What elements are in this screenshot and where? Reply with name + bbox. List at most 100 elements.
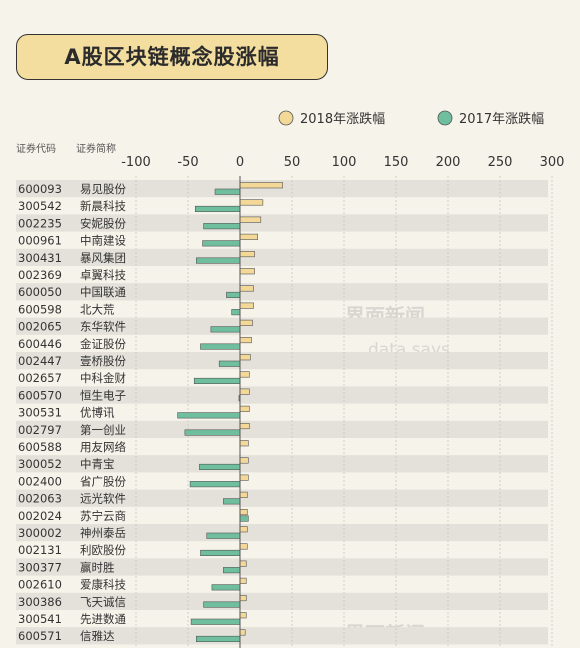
bar-2018 <box>239 491 248 498</box>
bar-2017 <box>239 515 249 522</box>
stock-code: 002235 <box>18 216 62 230</box>
bar-2018 <box>239 371 250 378</box>
x-tick-label: 50 <box>284 155 301 170</box>
bar-2017 <box>189 481 241 488</box>
row-band <box>16 524 548 542</box>
bar-2018 <box>239 594 247 602</box>
stock-code: 002447 <box>18 354 62 368</box>
stock-code: 002797 <box>18 423 62 437</box>
stock-name: 中青宝 <box>80 457 115 471</box>
bar-2018 <box>239 440 249 447</box>
row-band <box>16 489 548 507</box>
stock-name: 远光软件 <box>80 492 126 506</box>
bar-2018 <box>239 388 250 395</box>
bar-2018 <box>239 302 254 309</box>
header-name-label: 证券简称 <box>76 142 116 155</box>
x-tick-label: 100 <box>332 155 357 170</box>
stock-name: 利欧股份 <box>80 543 126 557</box>
stock-name: 用友网络 <box>80 440 126 454</box>
row-band <box>16 180 548 198</box>
stock-name: 中国联通 <box>80 285 126 299</box>
bar-2018 <box>239 336 252 344</box>
bar-2018 <box>239 508 248 516</box>
row-band <box>16 317 548 335</box>
bar-2017 <box>226 291 241 299</box>
stock-name: 信雅达 <box>80 629 115 643</box>
stock-code: 300002 <box>18 526 62 540</box>
row-band <box>16 214 548 232</box>
bar-2018 <box>239 474 249 481</box>
bar-2017 <box>203 223 241 230</box>
bar-2017 <box>210 326 241 333</box>
stock-name: 安妮股份 <box>80 216 126 230</box>
stock-name: 神州泰岳 <box>80 526 126 540</box>
bar-2017 <box>202 240 241 247</box>
stock-code: 600050 <box>18 285 62 299</box>
stock-name: 飞天诚信 <box>80 595 126 609</box>
bar-2017 <box>214 188 241 195</box>
stock-name: 中南建设 <box>80 234 126 248</box>
bar-2017 <box>231 309 241 316</box>
x-tick-label: 200 <box>436 155 461 170</box>
bar-2017 <box>206 532 241 539</box>
stock-code: 300052 <box>18 457 62 471</box>
stock-code: 600598 <box>18 302 62 316</box>
bar-2018 <box>239 199 264 206</box>
title-box: A股区块链概念股涨幅 <box>16 34 328 80</box>
bar-2018 <box>239 182 283 189</box>
row-band <box>16 455 548 473</box>
stock-name: 易见股份 <box>80 182 126 196</box>
stock-code: 600571 <box>18 629 62 643</box>
stock-name: 恒生电子 <box>80 388 126 402</box>
stock-code: 600093 <box>18 182 62 196</box>
row-band <box>16 420 548 438</box>
bar-2017 <box>177 412 241 419</box>
bar-2017 <box>193 377 241 385</box>
stock-name: 北大荒 <box>80 302 115 316</box>
stock-code: 002065 <box>18 320 62 334</box>
stock-name: 先进数通 <box>80 612 126 626</box>
stock-code: 002610 <box>18 578 62 592</box>
x-tick-label: 250 <box>488 155 513 170</box>
row-band <box>16 558 548 576</box>
bar-2017 <box>196 257 241 264</box>
bar-2017 <box>196 635 241 643</box>
bar-2018 <box>239 285 254 292</box>
bar-2017 <box>211 584 241 591</box>
stock-code: 300377 <box>18 560 62 574</box>
bar-2018 <box>239 629 246 636</box>
bar-2018 <box>239 251 255 258</box>
stock-code: 600446 <box>18 337 62 351</box>
bar-2018 <box>239 216 262 223</box>
legend-label-2017: 2017年涨跌幅 <box>459 111 544 127</box>
stock-code: 002063 <box>18 492 62 506</box>
stock-name: 赢时胜 <box>80 560 115 574</box>
bar-2017 <box>223 567 241 574</box>
bar-2017 <box>200 343 241 350</box>
stock-name: 第一创业 <box>80 423 126 437</box>
bar-2017 <box>194 205 241 212</box>
chart-title: A股区块链概念股涨幅 <box>64 45 280 69</box>
row-band <box>16 627 548 645</box>
legend-label-2018: 2018年涨跌幅 <box>300 111 385 127</box>
stock-code: 300531 <box>18 406 62 420</box>
legend-swatch-2017 <box>437 110 453 126</box>
stock-name: 暴风集团 <box>80 251 126 265</box>
bar-2017 <box>200 549 241 557</box>
stock-code: 002657 <box>18 371 62 385</box>
bar-2018 <box>239 457 249 464</box>
x-tick-label: 300 <box>540 155 565 170</box>
bar-2017 <box>199 463 241 471</box>
stock-name: 苏宁云商 <box>80 509 126 523</box>
bar-2017 <box>223 498 241 505</box>
stock-code: 300386 <box>18 595 62 609</box>
bar-2017 <box>184 429 241 436</box>
stock-code: 002131 <box>18 543 62 557</box>
stock-code: 002400 <box>18 474 62 488</box>
bar-2017 <box>203 601 241 608</box>
bar-2018 <box>239 268 255 275</box>
stock-code: 002369 <box>18 268 62 282</box>
row-band <box>16 592 548 610</box>
row-band <box>16 283 548 301</box>
